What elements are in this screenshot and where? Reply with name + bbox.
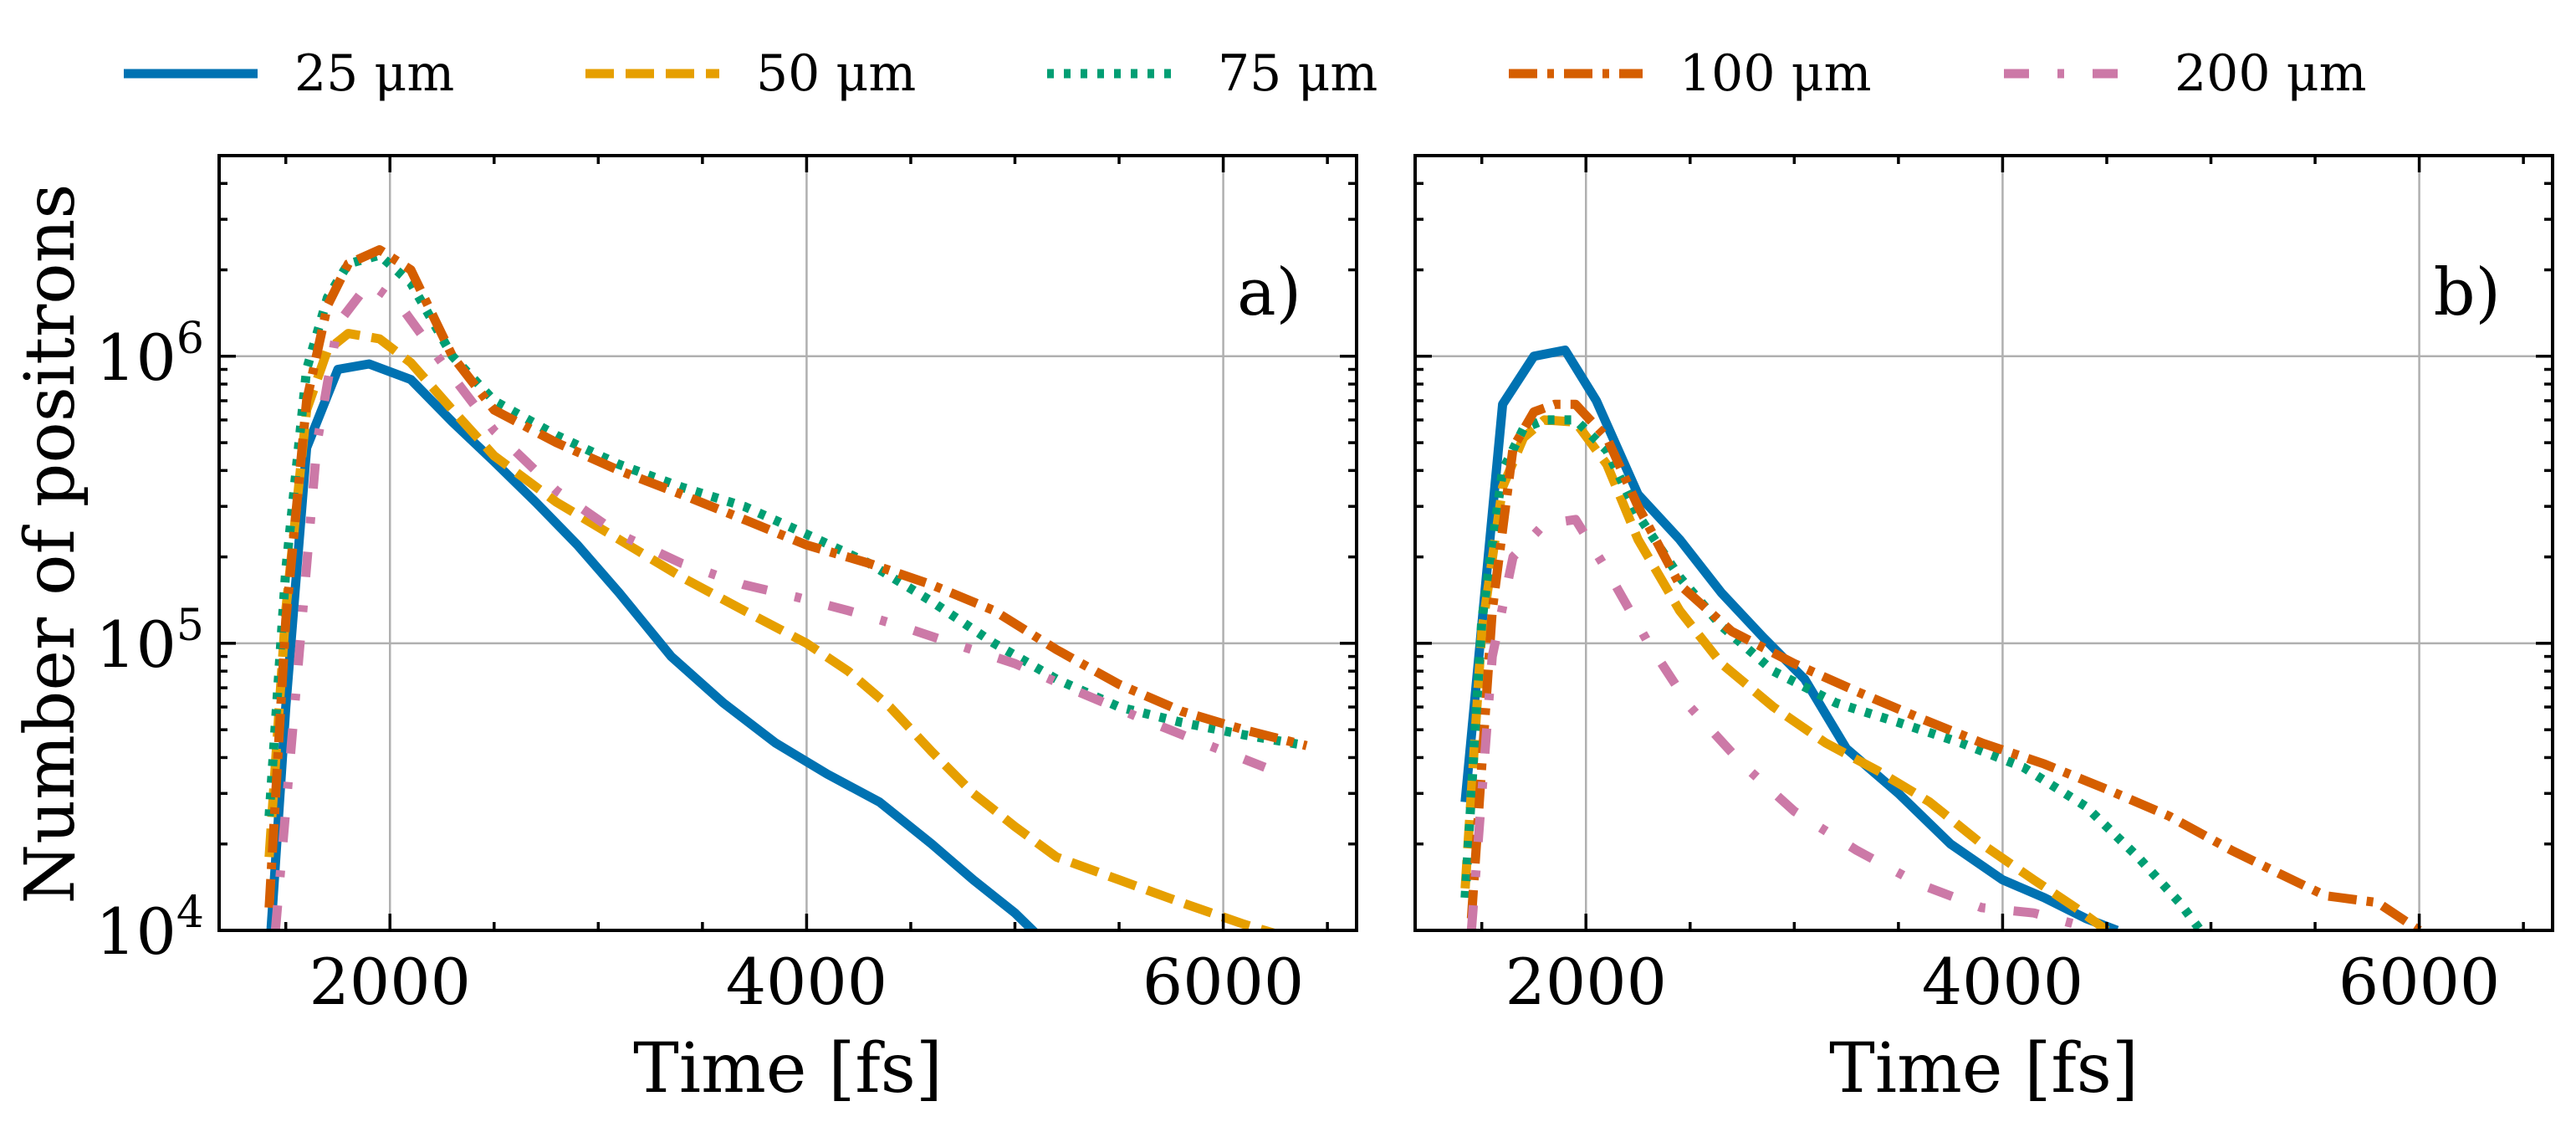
panel-a-series-50m: [264, 329, 1281, 930]
legend-item-50um: 50 μm: [585, 44, 916, 103]
panel-a-series-25m: [266, 359, 1040, 930]
panel-a-label: a): [1237, 255, 1301, 330]
panel-b-x-tick-label: 4000: [1922, 945, 2083, 1019]
panel-a: 2000 4000 6000 104 105 106 a) Time [fs]: [95, 154, 1358, 1109]
legend-label-25um: 25 μm: [294, 44, 454, 103]
y-axis-label: Number of positrons: [11, 184, 90, 904]
legend-label-200um: 200 μm: [2175, 44, 2366, 103]
legend: 25 μm 50 μm 75 μm 100 μm 200 μm: [124, 44, 2366, 103]
panel-a-series-75m: [264, 250, 1308, 817]
panel-a-y-tick-label: 106: [95, 314, 204, 395]
panel-a-plot-area: [264, 245, 1308, 930]
panel-a-x-axis-label: Time [fs]: [633, 1029, 943, 1109]
panel-a-x-tick-label: 2000: [309, 945, 471, 1019]
panel-a-x-tick-label: 6000: [1142, 945, 1304, 1019]
legend-item-25um: 25 μm: [124, 44, 454, 103]
legend-label-50um: 50 μm: [756, 44, 916, 103]
panel-b-ticks: 2000 4000 6000: [1415, 156, 2553, 1019]
panel-b: 2000 4000 6000 b) Time [fs]: [1413, 154, 2554, 1109]
panel-a-y-tick-label: 104: [95, 888, 204, 969]
panel-b-series-50m: [1460, 415, 2110, 930]
legend-item-200um: 200 μm: [2004, 44, 2366, 103]
legend-item-75um: 75 μm: [1047, 44, 1377, 103]
panel-a-series: [264, 245, 1308, 930]
panel-b-x-axis-label: Time [fs]: [1829, 1029, 2139, 1109]
panel-b-plot-area: [1460, 346, 2422, 930]
legend-label-100um: 100 μm: [1679, 44, 1871, 103]
panel-b-x-tick-label: 6000: [2338, 945, 2500, 1019]
panel-a-series-100m: [264, 245, 1308, 909]
panel-b-series: [1460, 346, 2422, 930]
panel-a-ticks: 2000 4000 6000 104 105 106: [95, 156, 1357, 1019]
panel-b-series-100m: [1466, 399, 2422, 930]
panel-b-frame: [1413, 154, 2554, 932]
legend-label-75um: 75 μm: [1218, 44, 1377, 103]
panel-a-frame: [217, 154, 1358, 932]
panel-b-x-tick-label: 2000: [1505, 945, 1667, 1019]
panel-a-series-200m: [270, 278, 1267, 930]
panel-a-x-tick-label: 4000: [726, 945, 887, 1019]
panel-b-series-25m: [1460, 346, 2119, 930]
legend-item-100um: 100 μm: [1509, 44, 1871, 103]
panel-b-label: b): [2434, 255, 2501, 330]
panel-a-y-tick-label: 105: [95, 601, 204, 682]
